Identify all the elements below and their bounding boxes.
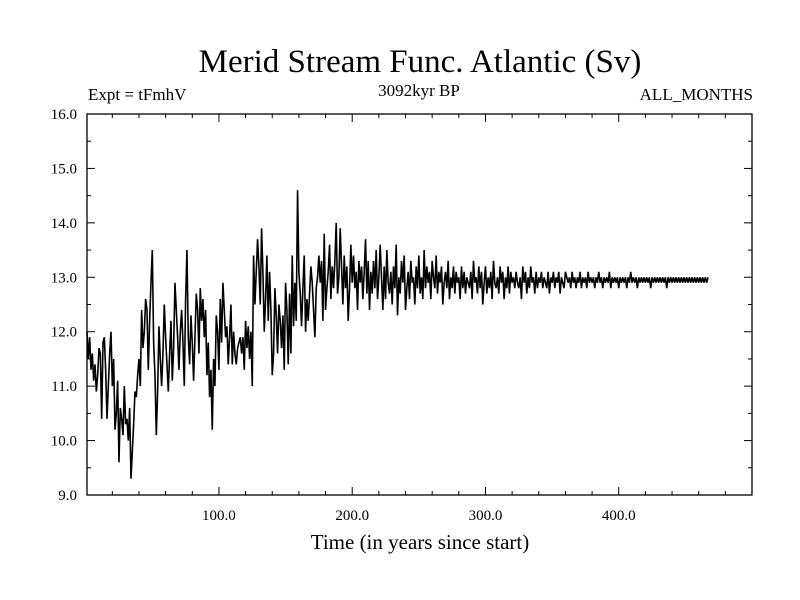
x-axis: 100.0 200.0 300.0 400.0: [111, 114, 726, 524]
series-layer: [86, 190, 709, 479]
period-label: 3092kyr BP: [378, 81, 460, 100]
experiment-label: Expt = tFmhV: [88, 85, 187, 104]
series-line: [86, 190, 709, 479]
x-tick-label: 400.0: [602, 508, 636, 524]
y-tick-label: 13.0: [51, 270, 77, 286]
x-tick-label: 100.0: [202, 508, 236, 524]
months-label: ALL_MONTHS: [640, 85, 753, 104]
x-axis-title: Time (in years since start): [311, 530, 530, 554]
y-axis: 9.0 10.0 11.0 12.0 13.0 14.0 15.0 16.0: [51, 107, 752, 504]
y-tick-label: 16.0: [51, 107, 77, 123]
y-tick-label: 14.0: [51, 216, 77, 232]
y-tick-label: 10.0: [51, 434, 77, 450]
plot-frame: [86, 113, 753, 496]
chart-title: Merid Stream Func. Atlantic (Sv): [199, 44, 642, 80]
x-tick-label: 200.0: [335, 508, 369, 524]
x-tick-label: 300.0: [469, 508, 503, 524]
y-tick-label: 12.0: [51, 325, 77, 341]
y-tick-label: 9.0: [58, 488, 77, 504]
y-tick-label: 11.0: [51, 379, 77, 395]
y-tick-label: 15.0: [51, 161, 77, 177]
